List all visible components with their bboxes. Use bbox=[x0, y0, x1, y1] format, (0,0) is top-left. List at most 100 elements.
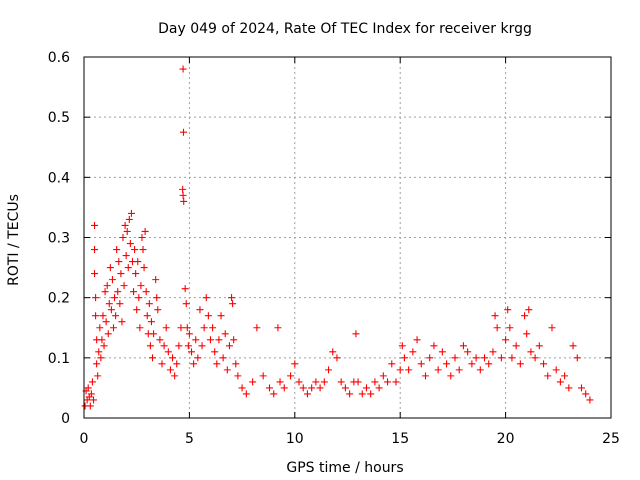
data-point bbox=[118, 318, 126, 326]
data-point bbox=[504, 306, 512, 314]
data-point bbox=[379, 372, 387, 380]
data-point bbox=[204, 312, 212, 320]
data-point bbox=[105, 300, 113, 308]
grid bbox=[84, 57, 611, 418]
data-point bbox=[188, 348, 196, 356]
x-tick-label: 5 bbox=[185, 431, 194, 447]
data-point bbox=[134, 258, 142, 266]
data-point bbox=[325, 366, 333, 374]
data-point bbox=[166, 366, 174, 374]
data-point bbox=[569, 342, 577, 350]
data-point bbox=[114, 288, 122, 296]
data-point bbox=[179, 65, 187, 73]
data-point bbox=[84, 384, 92, 392]
data-point bbox=[206, 336, 214, 344]
data-point bbox=[341, 384, 349, 392]
data-point bbox=[150, 330, 158, 338]
data-point bbox=[215, 336, 223, 344]
data-point bbox=[586, 396, 594, 404]
data-point bbox=[173, 360, 181, 368]
data-point bbox=[131, 246, 139, 254]
y-tick-label: 0.5 bbox=[48, 110, 70, 126]
x-tick-label: 15 bbox=[391, 431, 409, 447]
data-point bbox=[184, 342, 192, 350]
data-point bbox=[481, 354, 489, 362]
data-point bbox=[110, 324, 118, 332]
axis-ticks: 0 5 10 15 20 25 0 0.1 0.2 0.3 0.4 0.5 0.6 bbox=[48, 50, 620, 447]
data-point bbox=[98, 336, 106, 344]
data-point bbox=[421, 372, 429, 380]
data-point bbox=[153, 294, 161, 302]
data-point bbox=[111, 294, 119, 302]
data-point bbox=[143, 312, 151, 320]
data-point bbox=[112, 312, 120, 320]
data-point bbox=[141, 227, 149, 235]
data-point bbox=[409, 348, 417, 356]
data-point bbox=[142, 288, 150, 296]
data-point bbox=[384, 378, 392, 386]
data-point bbox=[308, 384, 316, 392]
data-point bbox=[413, 336, 421, 344]
data-point bbox=[130, 288, 138, 296]
data-point bbox=[126, 240, 134, 248]
data-point bbox=[92, 294, 100, 302]
data-point bbox=[229, 300, 237, 308]
data-point bbox=[565, 384, 573, 392]
data-point bbox=[512, 342, 520, 350]
data-point bbox=[316, 384, 324, 392]
data-point bbox=[91, 246, 99, 254]
data-point bbox=[228, 294, 236, 302]
data-point bbox=[266, 384, 274, 392]
data-point bbox=[468, 360, 476, 368]
y-tick-label: 0.4 bbox=[48, 170, 70, 186]
data-point bbox=[164, 348, 172, 356]
data-point bbox=[295, 378, 303, 386]
data-point bbox=[96, 324, 104, 332]
y-tick-label: 0.2 bbox=[48, 291, 70, 307]
x-tick-label: 20 bbox=[497, 431, 515, 447]
data-point bbox=[400, 354, 408, 362]
data-point bbox=[156, 336, 164, 344]
data-point bbox=[497, 354, 505, 362]
data-point bbox=[552, 366, 560, 374]
data-point bbox=[540, 360, 548, 368]
data-point bbox=[242, 390, 250, 398]
data-point bbox=[502, 336, 510, 344]
data-point bbox=[506, 324, 514, 332]
data-point bbox=[149, 354, 157, 362]
x-axis-label: GPS time / hours bbox=[286, 460, 403, 476]
data-point bbox=[162, 324, 170, 332]
data-point bbox=[196, 306, 204, 314]
data-point bbox=[223, 366, 231, 374]
data-point bbox=[115, 258, 123, 266]
data-point bbox=[388, 360, 396, 368]
data-point bbox=[179, 128, 187, 136]
data-point bbox=[232, 360, 240, 368]
plot-frame bbox=[83, 56, 612, 419]
data-point bbox=[362, 384, 370, 392]
data-point bbox=[253, 324, 261, 332]
data-point bbox=[88, 378, 96, 386]
data-point bbox=[303, 390, 311, 398]
data-point bbox=[230, 336, 238, 344]
data-point bbox=[194, 354, 202, 362]
data-point bbox=[91, 270, 99, 278]
data-point bbox=[371, 378, 379, 386]
data-point bbox=[234, 372, 242, 380]
data-point bbox=[398, 342, 406, 350]
data-point bbox=[158, 360, 166, 368]
data-point bbox=[392, 378, 400, 386]
data-point bbox=[434, 366, 442, 374]
data-point bbox=[333, 354, 341, 362]
data-point bbox=[93, 360, 101, 368]
data-point bbox=[181, 285, 189, 293]
data-point bbox=[179, 185, 187, 193]
data-point bbox=[124, 264, 132, 272]
data-point bbox=[192, 336, 200, 344]
data-point bbox=[535, 342, 543, 350]
data-point bbox=[127, 209, 135, 217]
data-point bbox=[136, 324, 144, 332]
data-point bbox=[238, 384, 246, 392]
data-point bbox=[202, 294, 210, 302]
data-point bbox=[140, 264, 148, 272]
